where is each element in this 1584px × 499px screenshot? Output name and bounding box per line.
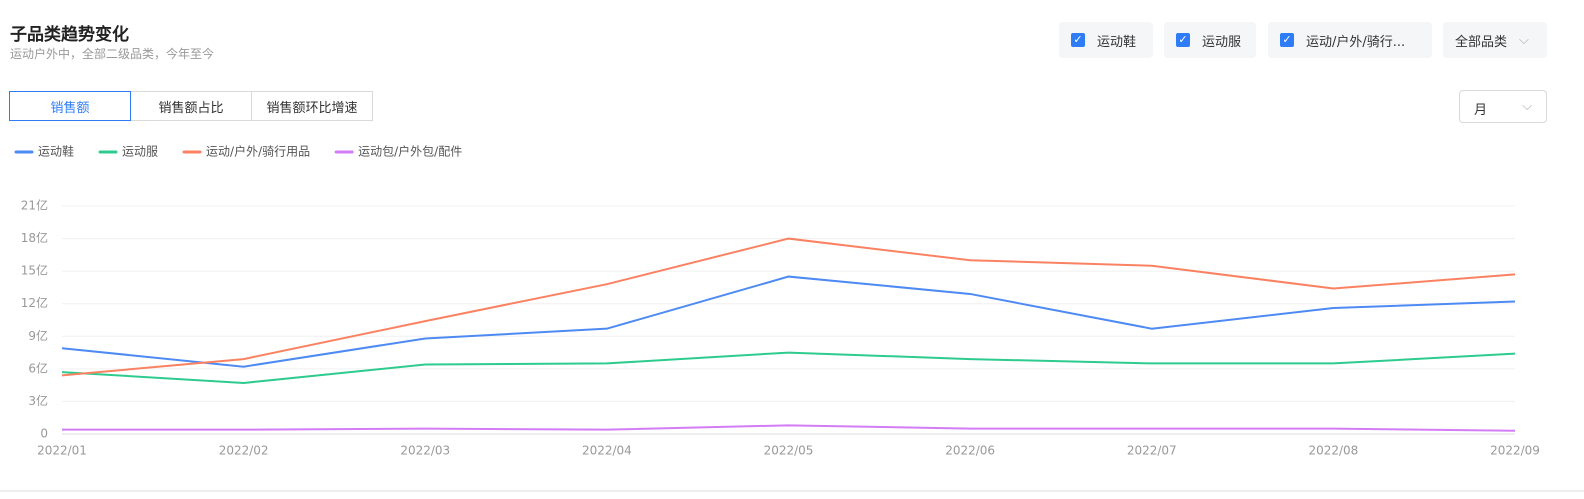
category-select[interactable]: 全部品类 ⌵	[1443, 22, 1547, 58]
select-label: 月	[1474, 103, 1488, 118]
legend-label: 运动鞋	[38, 144, 74, 159]
tab[interactable]: 销售额环比增速	[251, 91, 373, 121]
x-tick-label: 2022/03	[400, 444, 450, 458]
title: 子品类趋势变化	[10, 25, 129, 45]
y-tick-label: 21亿	[21, 198, 48, 213]
series-line	[61, 275, 1516, 368]
y-tick-label: 18亿	[21, 230, 48, 245]
select-label: 全部品类	[1455, 34, 1508, 50]
legend-label: 运动服	[122, 145, 158, 159]
filter[interactable]: ✓ 运动服	[1164, 22, 1256, 58]
x-tick-label: 2022/06	[945, 444, 995, 458]
x-tick-label: 2022/01	[37, 444, 87, 458]
filter-label: 运动服	[1202, 34, 1242, 50]
x-tick-label: 2022/09	[1490, 444, 1540, 458]
subtitle: 运动户外中，全部二级品类，今年至今	[10, 47, 215, 61]
period-select[interactable]: 月 ⌵	[1459, 90, 1547, 123]
filter[interactable]: ✓ 运动/户外/骑行...	[1268, 22, 1432, 58]
x-tick-label: 2022/05	[764, 444, 814, 458]
legend-label: 运动包/户外包/配件	[358, 144, 462, 159]
series-line	[62, 424, 1516, 432]
x-tick-label: 2022/02	[219, 444, 269, 458]
filter[interactable]: ✓ 运动鞋	[1059, 22, 1153, 58]
y-tick-label: 12亿	[21, 295, 48, 310]
y-tick-label: 0	[40, 427, 48, 441]
x-tick-label: 2022/08	[1308, 444, 1358, 458]
y-tick-label: 3亿	[28, 393, 48, 408]
tabs: 销售额 销售额占比 销售额环比增速	[9, 91, 373, 121]
y-tick-label: 9亿	[28, 328, 48, 343]
series-line	[61, 237, 1516, 377]
x-tick-label: 2022/04	[582, 444, 632, 458]
series-line	[61, 351, 1516, 384]
filter-label: 运动鞋	[1097, 34, 1137, 50]
filter-label: 运动/户外/骑行...	[1306, 34, 1406, 50]
y-tick-label: 15亿	[21, 263, 48, 278]
y-tick-label: 6亿	[28, 360, 48, 375]
x-tick-label: 2022/07	[1127, 444, 1177, 458]
legend-label: 运动/户外/骑行用品	[206, 144, 310, 159]
tab[interactable]: 销售额	[9, 91, 131, 121]
